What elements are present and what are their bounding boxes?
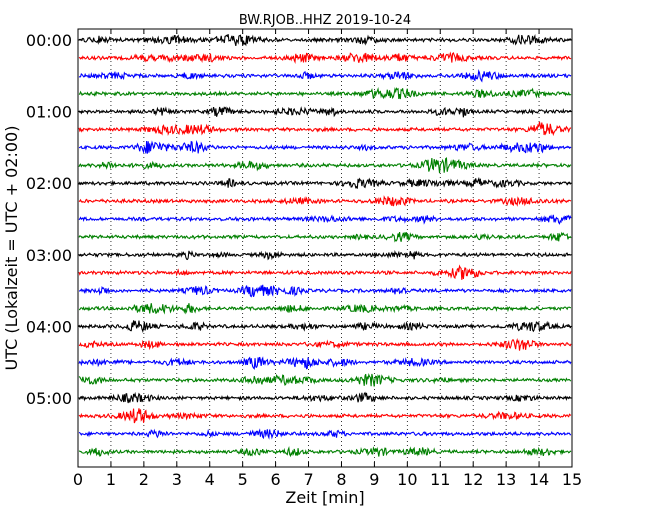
y-tick-label: 01:00 xyxy=(26,103,72,122)
trace-line xyxy=(78,356,572,370)
x-tick-label: 8 xyxy=(336,470,346,489)
trace-line xyxy=(78,51,572,65)
trace-line xyxy=(78,249,572,261)
x-tick-label: 3 xyxy=(172,470,182,489)
x-tick-label: 14 xyxy=(529,470,549,489)
x-tick-label: 11 xyxy=(430,470,450,489)
y-tick-label: 05:00 xyxy=(26,389,72,408)
x-tick-label: 7 xyxy=(303,470,313,489)
trace-line xyxy=(78,157,572,174)
trace-line xyxy=(78,195,572,207)
chart-title: BW.RJOB..HHZ 2019-10-24 xyxy=(239,13,411,28)
trace-line xyxy=(78,391,572,404)
trace-line xyxy=(78,176,572,189)
plot-frame xyxy=(77,28,573,468)
x-tick-label: 5 xyxy=(238,470,248,489)
trace-line xyxy=(78,33,572,47)
x-tick-label: 1 xyxy=(106,470,116,489)
y-axis-label: UTC (Lokalzeit = UTC + 02:00) xyxy=(2,126,21,371)
x-axis-label: Zeit [min] xyxy=(285,488,364,507)
y-tick-label: 00:00 xyxy=(26,31,72,50)
x-tick-label: 9 xyxy=(369,470,379,489)
trace-line xyxy=(78,338,572,351)
x-tick-label: 6 xyxy=(271,470,281,489)
x-tick-label: 13 xyxy=(496,470,516,489)
trace-line xyxy=(78,106,572,118)
trace-line xyxy=(78,408,572,424)
x-tick-label: 10 xyxy=(397,470,417,489)
trace-line xyxy=(78,86,572,100)
y-tick-label: 04:00 xyxy=(26,317,72,336)
x-axis: 0 1 2 3 4 5 6 7 8 9 10 11 12 13 14 15 xyxy=(73,29,582,489)
trace-group xyxy=(78,33,572,458)
trace-line xyxy=(78,214,572,225)
trace-line xyxy=(78,140,572,154)
trace-line xyxy=(78,284,572,298)
y-axis: 00:00 01:00 02:00 03:00 04:00 05:00 xyxy=(26,31,572,408)
trace-line xyxy=(78,121,572,137)
trace-line xyxy=(78,445,572,458)
trace-line xyxy=(78,231,572,243)
trace-line xyxy=(78,320,572,333)
trace-line xyxy=(78,264,572,280)
x-tick-label: 0 xyxy=(73,470,83,489)
y-tick-label: 03:00 xyxy=(26,246,72,265)
x-tick-label: 15 xyxy=(562,470,582,489)
y-tick-label: 02:00 xyxy=(26,174,72,193)
trace-line xyxy=(78,303,572,315)
x-tick-label: 4 xyxy=(205,470,215,489)
trace-line xyxy=(78,68,572,83)
x-tick-label: 12 xyxy=(463,470,483,489)
x-tick-label: 2 xyxy=(139,470,149,489)
trace-line xyxy=(78,428,572,440)
trace-line xyxy=(78,372,572,387)
